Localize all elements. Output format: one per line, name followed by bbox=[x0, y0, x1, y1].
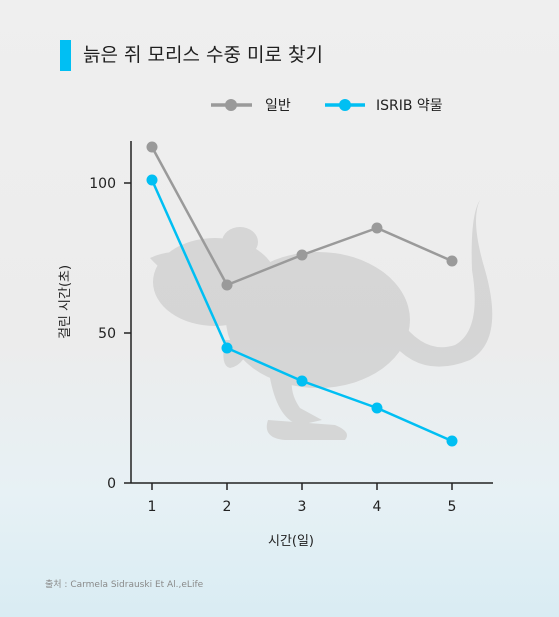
chart-title: 늙은 쥐 모리스 수중 미로 찾기 bbox=[83, 44, 323, 66]
data-point-isrib bbox=[146, 174, 158, 186]
title-accent-bar bbox=[60, 40, 71, 71]
x-tick-label: 2 bbox=[223, 499, 232, 515]
legend: 일반 ISRIB 약물 bbox=[211, 98, 443, 114]
data-point-normal bbox=[371, 222, 383, 234]
data-point-isrib bbox=[446, 435, 458, 447]
y-axis-title: 걸린 시간(초) bbox=[58, 265, 73, 339]
data-point-isrib bbox=[371, 402, 383, 414]
x-tick-label: 3 bbox=[298, 499, 307, 515]
y-tick-label: 0 bbox=[107, 476, 116, 492]
data-point-isrib bbox=[296, 375, 308, 387]
legend-label-normal: 일반 bbox=[265, 98, 291, 114]
x-axis-title: 시간(일) bbox=[268, 534, 314, 549]
legend-label-isrib: ISRIB 약물 bbox=[376, 98, 443, 114]
data-point-isrib bbox=[221, 342, 233, 354]
legend-marker-isrib bbox=[339, 99, 351, 111]
data-point-normal bbox=[221, 279, 233, 291]
source-note: 출처 : Carmela Sidrauski Et Al.,eLife bbox=[45, 580, 204, 590]
x-tick-label: 4 bbox=[373, 499, 382, 515]
y-tick-label: 50 bbox=[98, 326, 116, 342]
y-tick-label: 100 bbox=[89, 176, 116, 192]
x-tick-label: 1 bbox=[148, 499, 157, 515]
data-point-normal bbox=[146, 141, 158, 153]
legend-marker-normal bbox=[225, 99, 237, 111]
mouse-silhouette-icon bbox=[150, 200, 493, 440]
data-point-normal bbox=[446, 255, 458, 267]
x-tick-label: 5 bbox=[448, 499, 457, 515]
data-point-normal bbox=[296, 249, 308, 261]
